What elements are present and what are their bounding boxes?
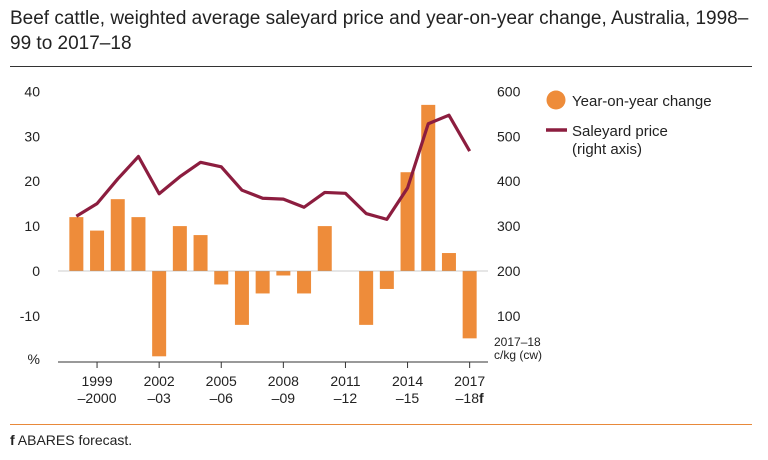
left-tick-2: 10 [24, 218, 40, 234]
title-rule [10, 66, 752, 67]
x-label-year-2: 2005 [206, 373, 237, 389]
bar-14 [359, 271, 374, 325]
right-tick-4: 500 [497, 128, 521, 144]
bar-0 [69, 217, 84, 271]
right-unit-label-1: 2017–18 [494, 335, 541, 349]
legend-bar-swatch [546, 90, 566, 110]
chart-title: Beef cattle, weighted average saleyard p… [10, 8, 749, 54]
x-label-year-0: 1999 [81, 373, 112, 389]
x-label-year-4: 2011 [330, 373, 360, 389]
bar-12 [317, 226, 332, 271]
legend-line-sublabel: (right axis) [572, 141, 642, 158]
bar-17 [421, 104, 436, 272]
bar-8 [234, 271, 249, 325]
bar-2 [110, 199, 125, 271]
bar-18 [441, 253, 456, 271]
bar-5 [172, 226, 187, 271]
x-label-sub-5: –15 [396, 390, 420, 406]
right-tick-1: 200 [497, 263, 521, 279]
x-label-year-1: 2002 [144, 373, 175, 389]
footnote-rule [10, 424, 752, 425]
chart-canvas: 1999–20002002–032005–062008–092011–12201… [20, 83, 712, 406]
x-label-year-5: 2014 [392, 373, 423, 389]
bar-19 [462, 271, 477, 339]
bar-6 [193, 235, 208, 271]
x-ticks-group: 1999–2000 2002–03 2005–06 2008–09 2011–12 201… [78, 362, 485, 406]
bars-group [69, 104, 477, 357]
x-label-sub-1: –03 [147, 390, 171, 406]
left-tick-4: 30 [24, 128, 40, 144]
footnote-text: ABARES forecast. [17, 432, 133, 448]
bar-7 [214, 271, 229, 285]
left-axis-labels: -10 0 10 20 30 40% [20, 83, 40, 367]
x-label-sub-4: –12 [334, 390, 358, 406]
x-label-sub-3: –09 [272, 390, 296, 406]
left-tick-5: 40 [24, 83, 40, 99]
footnote: f ABARES forecast. [10, 432, 132, 448]
left-tick-3: 20 [24, 173, 40, 189]
right-tick-2: 300 [497, 218, 521, 234]
bar-16 [400, 172, 415, 271]
x-label-sub-0: –2000 [78, 390, 117, 406]
x-label-year-3: 2008 [268, 373, 299, 389]
bar-1 [90, 230, 105, 271]
right-unit-label-2: c/kg (cw) [494, 348, 542, 362]
left-tick-1: 0 [32, 263, 40, 279]
bar-3 [131, 217, 146, 271]
legend-line-label: Saleyard price [572, 123, 668, 140]
legend: Year-on-year change Saleyard price(right … [546, 90, 712, 158]
left-tick-0: -10 [20, 308, 40, 324]
left-unit-label: % [28, 351, 40, 367]
x-label-forecast-marker: f [479, 390, 484, 406]
footnote-marker: f [10, 432, 15, 448]
right-axis-labels: 100 200 300 400 500 600 2017–18c/kg (cw) [494, 83, 542, 362]
bar-4 [152, 271, 167, 357]
saleyard-price-line [75, 113, 472, 221]
bar-9 [255, 271, 270, 294]
bar-10 [276, 271, 291, 276]
bar-15 [379, 271, 394, 289]
right-tick-0: 100 [497, 308, 521, 324]
right-tick-5: 600 [497, 83, 521, 99]
legend-bar-label: Year-on-year change [572, 93, 712, 110]
x-label-sub-6: –18f [456, 390, 484, 406]
x-label-year-6: 2017 [454, 373, 485, 389]
right-tick-3: 400 [497, 173, 521, 189]
bar-11 [297, 271, 312, 294]
x-label-sub-2: –06 [210, 390, 234, 406]
